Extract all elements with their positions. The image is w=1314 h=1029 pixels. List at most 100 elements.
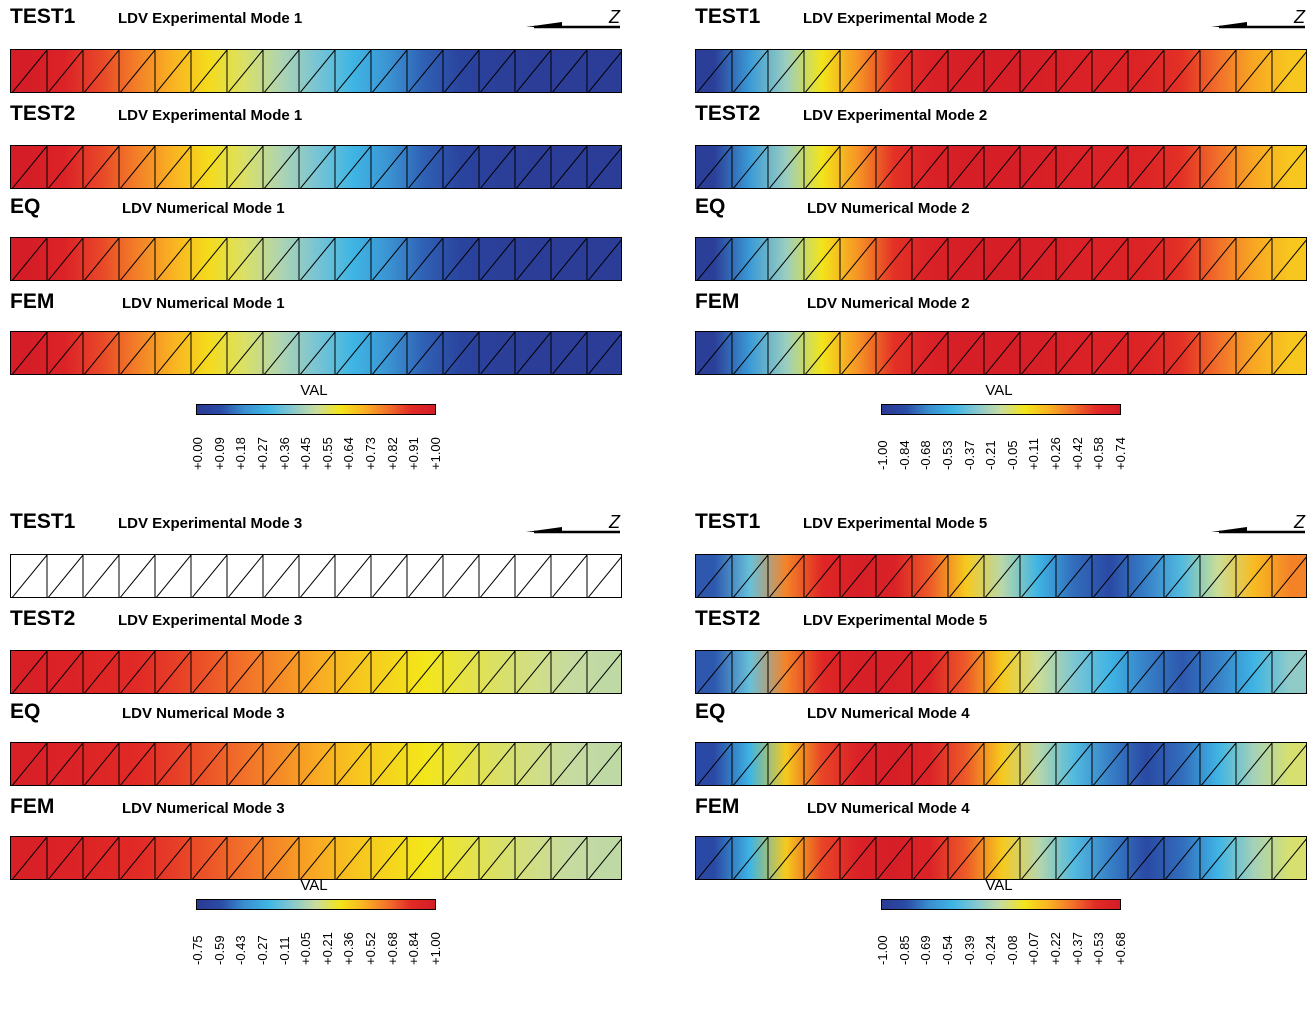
mesh-diagonal bbox=[371, 146, 408, 188]
mesh-diagonal bbox=[155, 238, 192, 280]
mesh-diagonal bbox=[83, 651, 120, 693]
z-axis-indicator: Z bbox=[522, 512, 622, 540]
colorbar-tick-label: -0.39 bbox=[961, 935, 977, 965]
mesh-diagonal bbox=[948, 837, 985, 879]
mesh-diagonal bbox=[551, 837, 588, 879]
mesh-diagonal bbox=[1020, 837, 1057, 879]
mesh-diagonal bbox=[984, 743, 1021, 785]
colorbar-title: VAL bbox=[985, 382, 1013, 399]
mesh-diagonal bbox=[1236, 651, 1273, 693]
mesh-diagonal bbox=[804, 743, 841, 785]
colorbar-tick-label: +0.36 bbox=[276, 437, 292, 470]
mesh-diagonal bbox=[119, 555, 156, 597]
beam-mesh bbox=[696, 651, 1306, 693]
mesh-diagonal bbox=[479, 238, 516, 280]
mesh-diagonal bbox=[551, 555, 588, 597]
mesh-diagonal bbox=[443, 238, 480, 280]
mesh-diagonal bbox=[1236, 50, 1273, 92]
mesh-diagonal bbox=[83, 146, 120, 188]
mesh-diagonal bbox=[155, 743, 192, 785]
z-axis-indicator: Z bbox=[1207, 512, 1307, 540]
mesh-diagonal bbox=[371, 651, 408, 693]
beam-mesh bbox=[696, 837, 1306, 879]
row-label: TEST1 bbox=[695, 5, 761, 28]
mesh-diagonal bbox=[479, 50, 516, 92]
mode-shape-beam bbox=[695, 554, 1307, 598]
mesh-diagonal bbox=[191, 651, 228, 693]
mesh-diagonal bbox=[876, 238, 913, 280]
mesh-diagonal bbox=[191, 238, 228, 280]
mesh-diagonal bbox=[912, 651, 949, 693]
mesh-diagonal bbox=[515, 555, 552, 597]
mesh-diagonal bbox=[47, 238, 84, 280]
mesh-diagonal bbox=[1056, 651, 1093, 693]
mesh-diagonal bbox=[1200, 743, 1237, 785]
row-label: TEST2 bbox=[695, 607, 761, 630]
mesh-diagonal bbox=[1236, 837, 1273, 879]
row-label: FEM bbox=[695, 290, 740, 313]
mesh-diagonal bbox=[443, 837, 480, 879]
mesh-diagonal bbox=[371, 332, 408, 374]
mesh-diagonal bbox=[804, 651, 841, 693]
mesh-diagonal bbox=[984, 238, 1021, 280]
beam-mesh bbox=[11, 238, 621, 280]
beam-mesh bbox=[696, 50, 1306, 92]
mesh-diagonal bbox=[1200, 50, 1237, 92]
mesh-diagonal bbox=[696, 238, 733, 280]
mesh-diagonal bbox=[83, 555, 120, 597]
mesh-diagonal bbox=[1020, 743, 1057, 785]
mesh-diagonal bbox=[119, 50, 156, 92]
mode-shape-beam bbox=[695, 331, 1307, 375]
mesh-diagonal bbox=[371, 50, 408, 92]
mesh-diagonal bbox=[335, 238, 372, 280]
beam-mesh bbox=[11, 146, 621, 188]
row-label: EQ bbox=[10, 700, 41, 723]
z-axis-indicator: Z bbox=[1207, 7, 1307, 35]
mesh-diagonal bbox=[804, 146, 841, 188]
mesh-diagonal bbox=[912, 555, 949, 597]
colorbar bbox=[196, 899, 436, 910]
mesh-diagonal bbox=[1020, 555, 1057, 597]
mesh-diagonal bbox=[768, 555, 805, 597]
mesh-diagonal bbox=[191, 837, 228, 879]
mesh-diagonal bbox=[263, 146, 300, 188]
beam-mesh bbox=[11, 837, 621, 879]
beam-mesh bbox=[696, 555, 1306, 597]
mesh-diagonal bbox=[587, 333, 621, 374]
beam-mesh bbox=[696, 332, 1306, 374]
mesh-diagonal bbox=[371, 238, 408, 280]
row-title: LDV Numerical Mode 4 bbox=[807, 800, 970, 817]
mesh-diagonal bbox=[227, 837, 264, 879]
colorbar-tick-label: +0.52 bbox=[363, 932, 379, 965]
colorbar-tick-label: +0.68 bbox=[1113, 932, 1128, 965]
mesh-diagonal bbox=[1236, 743, 1273, 785]
mesh-diagonal bbox=[407, 50, 444, 92]
mode-shape-beam bbox=[10, 237, 622, 281]
mesh-diagonal bbox=[1128, 651, 1165, 693]
colorbar-tick-label: -0.08 bbox=[1004, 935, 1020, 965]
mesh-diagonal bbox=[119, 837, 156, 879]
z-axis-indicator: Z bbox=[522, 7, 622, 35]
colorbar-tick-label: -0.27 bbox=[254, 935, 270, 965]
mesh-diagonal bbox=[47, 555, 84, 597]
mesh-diagonal bbox=[732, 743, 769, 785]
mesh-diagonal bbox=[191, 555, 228, 597]
mesh-diagonal bbox=[948, 651, 985, 693]
mesh-diagonal bbox=[551, 146, 588, 188]
colorbar-tick-label: -0.54 bbox=[939, 935, 955, 965]
colorbar-tick-label: +0.11 bbox=[1026, 438, 1042, 470]
row-title: LDV Experimental Mode 5 bbox=[803, 612, 988, 629]
mesh-diagonal bbox=[83, 238, 120, 280]
colorbar-tick-label: +0.74 bbox=[1113, 437, 1128, 470]
row-title: LDV Experimental Mode 3 bbox=[118, 612, 303, 629]
mesh-diagonal bbox=[407, 555, 444, 597]
mesh-diagonal bbox=[1272, 744, 1306, 785]
mesh-diagonal bbox=[840, 651, 877, 693]
colorbar-tick-label: -0.37 bbox=[961, 440, 977, 470]
mesh-diagonal bbox=[479, 146, 516, 188]
mesh-diagonal bbox=[1200, 238, 1237, 280]
mesh-diagonal bbox=[732, 50, 769, 92]
mesh-diagonal bbox=[1056, 837, 1093, 879]
mesh-diagonal bbox=[407, 146, 444, 188]
mesh-diagonal bbox=[1020, 332, 1057, 374]
